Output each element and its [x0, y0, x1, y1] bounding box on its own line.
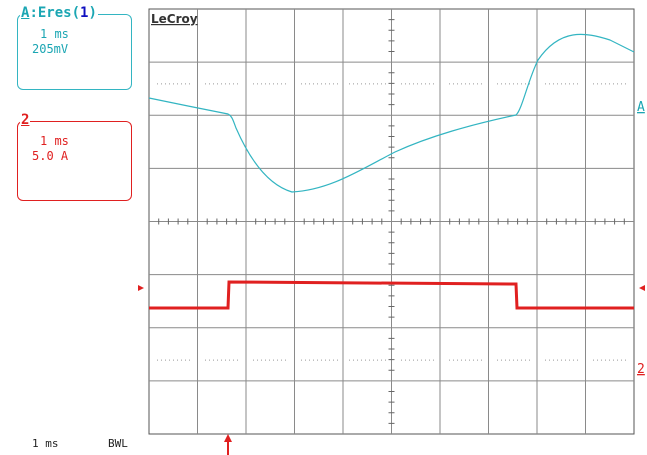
- channel-a-vdiv: 205mV: [32, 42, 69, 56]
- axis-ticks: [158, 19, 625, 424]
- channel-2-tag: 2: [20, 112, 31, 128]
- trace-2-marker: 2: [637, 362, 645, 377]
- grid-dots: [157, 83, 626, 361]
- channel-a-tag: A:Eres(1): [20, 5, 98, 21]
- channel-2-info-box[interactable]: 2 1 ms 5.0 A: [17, 113, 132, 201]
- trigger-level-left-marker: [138, 285, 144, 291]
- trace-2-waveform: [149, 280, 634, 310]
- bottom-bwl: BWL: [108, 437, 128, 450]
- channel-a-info-box[interactable]: A:Eres(1) 1 ms 205mV: [17, 6, 132, 90]
- grid-lines: [149, 9, 634, 434]
- trace-a-marker: A: [637, 100, 645, 115]
- channel-a-timebase: 1 ms: [40, 27, 69, 41]
- trace-a-waveform: [148, 33, 635, 193]
- channel-2-scale: 5.0 A: [32, 149, 69, 163]
- trigger-position-arrow-icon: [224, 434, 232, 455]
- trigger-level-right-marker: [639, 285, 645, 291]
- brand-logo: LeCroy: [151, 12, 198, 26]
- bottom-timebase: 1 ms: [32, 437, 59, 450]
- channel-2-timebase: 1 ms: [40, 134, 69, 148]
